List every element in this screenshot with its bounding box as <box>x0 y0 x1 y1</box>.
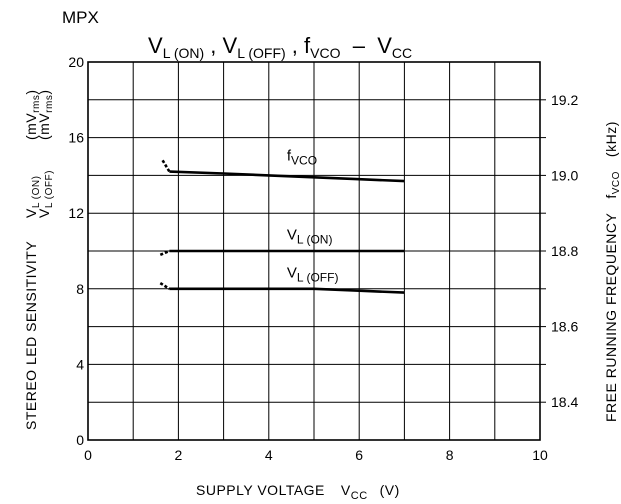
y-axis-right-title: FREE RUNNING FREQUENCY fVCO (kHz) <box>603 121 621 422</box>
y-right-tick-label: 18.8 <box>551 243 578 259</box>
x-axis-title-sym: V <box>341 482 351 498</box>
title-f-sub: VCO <box>310 45 340 61</box>
x-tick-label: 0 <box>84 447 92 463</box>
x-axis-title-main: SUPPLY VOLTAGE <box>196 482 325 498</box>
y-axis-left-title: STEREO LED SENSITIVITY VL (ON) VL (OFF) … <box>23 89 55 430</box>
y-left-unit1-end: ) <box>23 89 39 94</box>
y-left-sym2: VL (OFF) <box>36 170 55 218</box>
x-tick-label: 2 <box>175 447 183 463</box>
y-left-tick-label: 12 <box>68 205 84 221</box>
series-labels: fVCO VL (ON) VL (OFF) <box>287 147 339 284</box>
title-vcc-sub: CC <box>392 45 412 61</box>
y-left-sym1: VL (ON) <box>23 176 42 218</box>
series-label: fVCO <box>287 147 317 167</box>
y-left-tick-label: 16 <box>68 130 84 146</box>
y-left-tick-label: 8 <box>76 281 84 297</box>
y-left-sym2-v: V <box>36 208 52 218</box>
x-tick-label: 10 <box>532 447 548 463</box>
series-line <box>169 170 405 183</box>
x-tick-label: 8 <box>446 447 454 463</box>
y-left-main: STEREO LED SENSITIVITY <box>23 241 39 430</box>
series-label: VL (ON) <box>287 227 333 247</box>
y-left-unit2-sub: rms <box>44 95 55 113</box>
y-left-tick-label: 0 <box>76 432 84 448</box>
grid <box>87 61 546 441</box>
y-right-sym: f <box>603 194 619 198</box>
y-right-tick-label: 19.2 <box>551 92 578 108</box>
x-axis-title: SUPPLY VOLTAGE VCC (V) <box>196 482 400 502</box>
series-lines <box>159 159 405 294</box>
chart-title: VL (ON) , VL (OFF) , fVCO – VCC <box>148 33 412 61</box>
y-left-unit1-main: (mV <box>23 113 39 140</box>
y-right-sym-sub: VCO <box>611 171 621 194</box>
title-sep2: , <box>286 33 304 58</box>
y-left-sym2-sub: L (OFF) <box>44 170 55 208</box>
x-tick-label: 6 <box>355 447 363 463</box>
y-right-tick-label: 18.4 <box>551 394 578 410</box>
x-axis-title-unit: (V) <box>380 482 400 498</box>
y-left-unit2: (mVrms) <box>36 89 55 140</box>
title-dash: – <box>341 33 378 58</box>
y-left-unit2-end: ) <box>36 89 52 94</box>
y-left-unit1-sub: rms <box>31 95 42 113</box>
y-right-tick-label: 18.6 <box>551 319 578 335</box>
y-right-unit: (kHz) <box>603 121 619 157</box>
title-v2: V <box>223 33 238 58</box>
y-left-unit2-main: (mV <box>36 113 52 140</box>
x-tick-label: 4 <box>265 447 273 463</box>
series-start-hook <box>159 249 170 256</box>
y-right-tick-label: 19.0 <box>551 167 578 183</box>
y-left-tick-label: 4 <box>76 356 84 372</box>
y-left-sym1-v: V <box>23 208 39 218</box>
y-left-tick-label: 20 <box>68 54 84 70</box>
title-v1-sub: L (ON) <box>163 45 204 61</box>
series-line <box>169 287 405 294</box>
y-left-sym1-sub: L (ON) <box>31 176 42 209</box>
title-vcc: V <box>377 33 392 58</box>
svg-text:FREE RUNNING FREQUENCYfVCO(kHz: FREE RUNNING FREQUENCY fVCO (kHz) <box>603 121 621 422</box>
title-v1: V <box>148 33 163 58</box>
tick-labels: 0 2 4 6 8 10 0 4 8 12 16 20 18.4 18.6 18.8 19.0 19.2 <box>68 54 578 463</box>
title-sep1: , <box>204 33 222 58</box>
title-f: f <box>304 33 311 58</box>
section-label: MPX <box>62 8 99 27</box>
series-start-hook <box>161 159 171 173</box>
y-left-unit1: (mVrms) <box>23 89 42 140</box>
title-v2-sub: L (OFF) <box>237 45 285 61</box>
y-right-main: FREE RUNNING FREQUENCY <box>603 212 619 422</box>
series-start-hook <box>159 281 171 290</box>
x-axis-title-sym-sub: CC <box>351 490 368 502</box>
series-label: VL (OFF) <box>287 264 339 284</box>
